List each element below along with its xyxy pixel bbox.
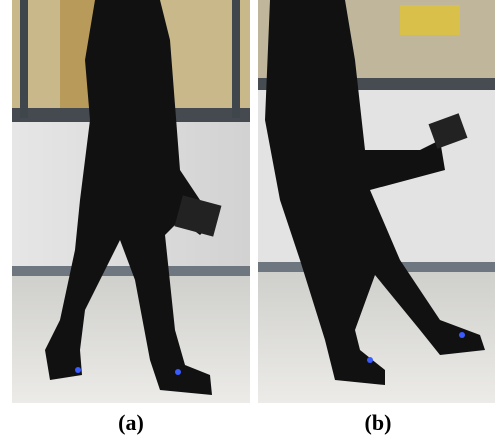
photos	[12, 0, 495, 403]
sensor-light	[367, 357, 373, 363]
floor	[12, 276, 250, 403]
window-mullion	[20, 0, 28, 118]
person	[45, 0, 215, 395]
panel-label: (b)	[364, 410, 392, 435]
sensor-light	[75, 367, 81, 373]
photo-a	[12, 0, 250, 403]
device	[174, 195, 222, 237]
window-interior	[400, 5, 460, 35]
window-mullion	[232, 0, 240, 118]
device	[428, 113, 468, 149]
baseboard	[12, 266, 250, 276]
photo-b	[258, 0, 495, 403]
panel-label: (a)	[118, 410, 144, 435]
sensor-light	[175, 369, 181, 375]
sensor-light	[459, 332, 465, 338]
person	[265, 0, 485, 385]
